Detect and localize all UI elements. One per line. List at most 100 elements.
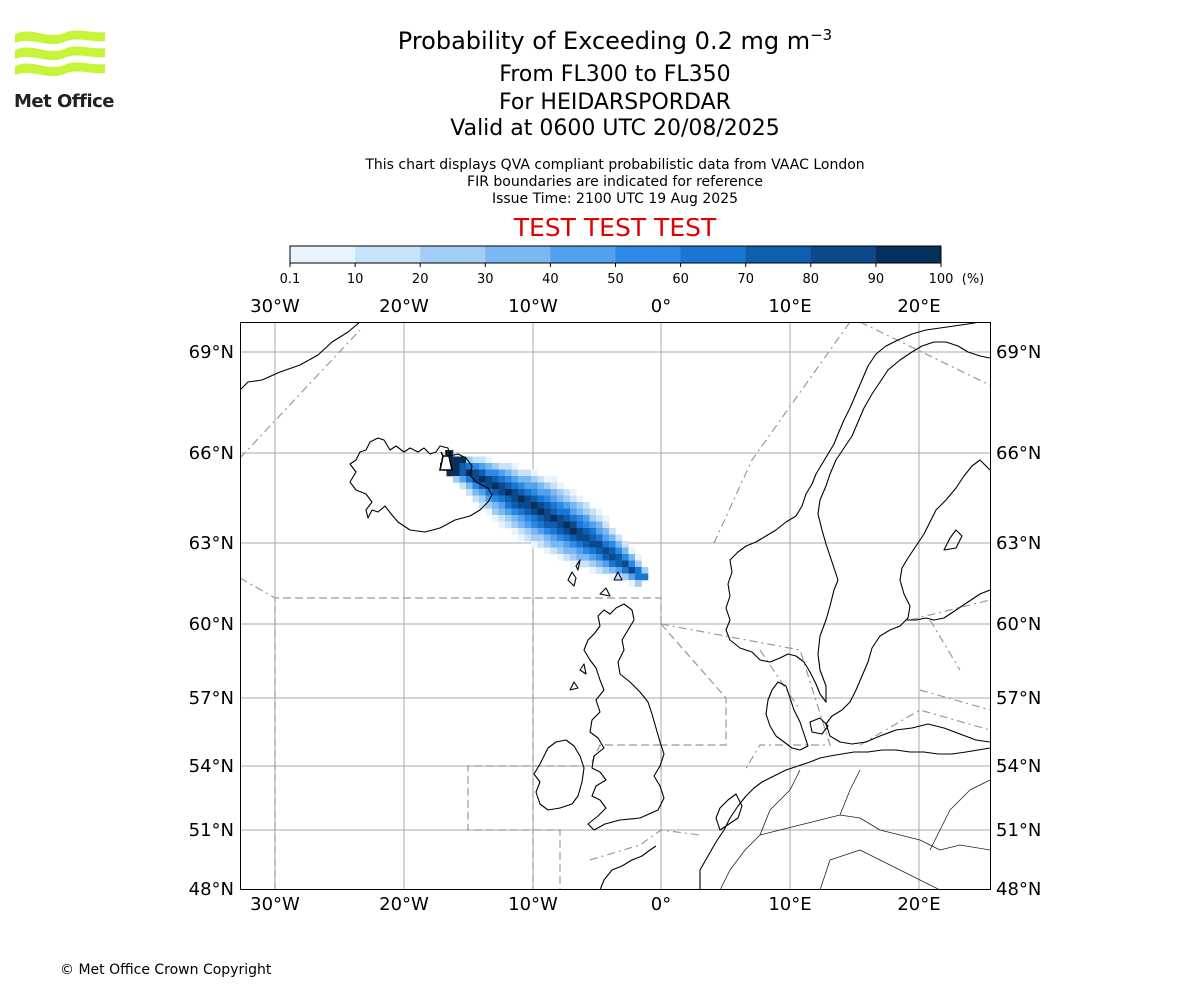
plume-cell [518,502,525,509]
plume-cell [466,469,473,477]
plume-cell [550,489,558,496]
plume-cell [583,508,590,516]
plume-cell [602,567,610,574]
plume-cell [511,476,519,483]
lon-label: 20°W [379,296,429,317]
plume-cell [459,476,467,483]
plume-cell [524,528,532,535]
plume-cell [615,554,623,561]
plume-cell [602,554,610,561]
plume-cell [453,463,460,470]
plume-cell [479,489,486,496]
colorbar-tick-label: 50 [607,272,624,287]
colorbar-tick-label: 20 [412,272,429,287]
plume-cell [557,521,564,529]
plume-cell [622,560,629,568]
volcano-icon [439,450,453,471]
plume-cell [576,502,584,509]
lon-labels-bottom: 30°W 20°W 10°W 0° 10°E 20°E [250,894,940,915]
lat-label: 57°N [996,688,1041,709]
plume-cell [622,573,629,581]
plume-cell [492,515,499,522]
lon-label: 30°W [250,296,300,317]
plume-cell [628,554,636,561]
logo-text: Met Office [14,91,115,112]
plume-cell [570,502,577,509]
plume-cell [550,528,558,535]
lon-label: 10°W [508,894,558,915]
lat-label: 51°N [996,820,1041,841]
plume-cell [505,463,512,470]
plume-cell [563,547,571,555]
plume-cell [524,469,532,477]
plume-cell [622,547,629,555]
plume-cell [537,528,545,535]
info-line-1: This chart displays QVA compliant probab… [365,157,865,173]
plume-cell [596,541,603,548]
plume-cell [544,534,551,542]
plume-cell [531,469,538,477]
plume-cell [550,521,558,529]
plume-cell [589,560,597,568]
plume-cell [505,521,512,529]
plume-cell [544,502,551,509]
title-superscript: −3 [810,26,833,44]
plume-cell [635,554,642,561]
plume-cell [589,547,597,555]
plume-cell [557,482,564,490]
lat-labels-right: 69°N 66°N 63°N 60°N 57°N 54°N 51°N 48°N [996,342,1041,900]
plume-cell [550,515,558,522]
plume-cell [576,554,584,561]
colorbar-swatch [290,246,356,263]
plume-cell [537,482,545,490]
plume-cell [544,521,551,529]
colorbar-tick-label: 90 [868,272,885,287]
plume-cell [453,456,460,464]
plume-cell [511,502,519,509]
plume-cell [576,521,584,529]
plume-cell [628,560,636,568]
plume-cell [570,508,577,516]
colorbar-swatch [680,246,747,263]
plume-cell [550,547,558,555]
plume-cell [615,534,623,542]
plume-cell [544,515,551,522]
plume-cell [570,489,577,496]
plume-cell [518,489,525,496]
plume-cell [583,554,590,561]
test-banner: TEST TEST TEST [513,213,717,242]
plume-cell [563,541,571,548]
lat-label: 63°N [189,533,234,554]
lat-label: 48°N [189,879,234,900]
plume-cell [485,456,493,464]
plume-cell [583,534,590,542]
plume-cell [583,547,590,555]
plume-cell [518,476,525,483]
plume-cell [589,567,597,574]
plume-cell [576,560,584,568]
lon-label: 10°W [508,296,558,317]
chart-title: Probability of Exceeding 0.2 mg m−3 [0,26,1200,55]
plume-cell [544,495,551,503]
plume-cell [466,489,473,496]
lon-label: 0° [651,296,671,317]
plume-cell [563,489,571,496]
plume-cell [459,482,467,490]
plume-cell [583,560,590,568]
plume-cell [596,508,603,516]
plume-cell [511,469,519,477]
plume-cell [576,515,584,522]
plume-cell [596,567,603,574]
plume-cell [459,469,467,477]
colorbar-tick-label: 0.1 [280,272,301,287]
plume-cell [622,567,629,574]
plume-cell [511,508,519,516]
plume-cell [524,534,532,542]
plume-cell [563,521,571,529]
colorbar-tick-label: 100 [929,272,954,287]
plume-cell [576,547,584,555]
plume-cell [531,534,538,542]
plume-cell [453,476,460,483]
plume-cell [570,560,577,568]
plume-cell [537,534,545,542]
